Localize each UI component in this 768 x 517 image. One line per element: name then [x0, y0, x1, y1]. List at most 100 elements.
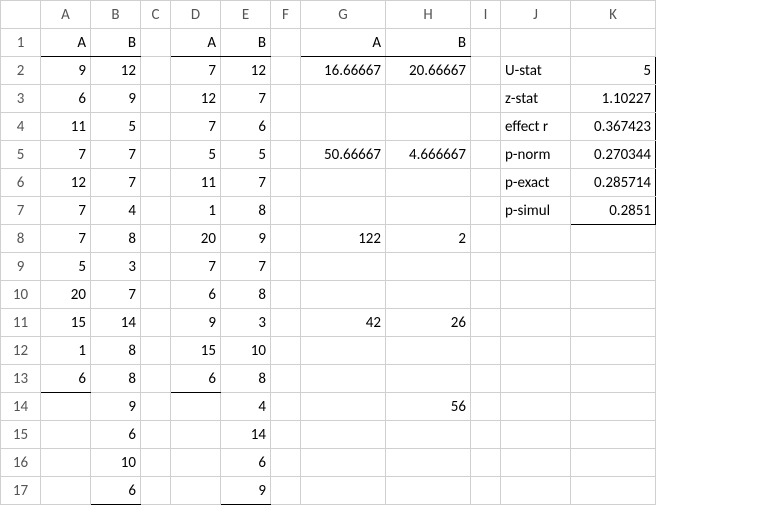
cell-A16[interactable]: [41, 449, 91, 477]
cell-J17[interactable]: [501, 477, 571, 505]
cell-C4[interactable]: [141, 113, 171, 141]
cell-F17[interactable]: [271, 477, 301, 505]
cell-E3[interactable]: 7: [221, 85, 271, 113]
cell-H13[interactable]: [386, 365, 471, 393]
cell-A8[interactable]: 7: [41, 225, 91, 253]
cell-E5[interactable]: 5: [221, 141, 271, 169]
cell-C16[interactable]: [141, 449, 171, 477]
cell-H10[interactable]: [386, 281, 471, 309]
cell-I13[interactable]: [471, 365, 501, 393]
row-header-17[interactable]: 17: [1, 477, 41, 505]
row-header-10[interactable]: 10: [1, 281, 41, 309]
cell-D14[interactable]: [171, 393, 221, 421]
cell-C13[interactable]: [141, 365, 171, 393]
cell-A10[interactable]: 20: [41, 281, 91, 309]
cell-B5[interactable]: 7: [91, 141, 141, 169]
row-header-4[interactable]: 4: [1, 113, 41, 141]
cell-D2[interactable]: 7: [171, 57, 221, 85]
row-header-15[interactable]: 15: [1, 421, 41, 449]
cell-B3[interactable]: 9: [91, 85, 141, 113]
cell-I6[interactable]: [471, 169, 501, 197]
cell-D10[interactable]: 6: [171, 281, 221, 309]
cell-B15[interactable]: 6: [91, 421, 141, 449]
col-header-B[interactable]: B: [91, 1, 141, 29]
cell-F10[interactable]: [271, 281, 301, 309]
row-header-6[interactable]: 6: [1, 169, 41, 197]
cell-K10[interactable]: [571, 281, 656, 309]
cell-K12[interactable]: [571, 337, 656, 365]
cell-G3[interactable]: [301, 85, 386, 113]
cell-D7[interactable]: 1: [171, 197, 221, 225]
cell-I12[interactable]: [471, 337, 501, 365]
cell-K16[interactable]: [571, 449, 656, 477]
cell-I2[interactable]: [471, 57, 501, 85]
cell-I9[interactable]: [471, 253, 501, 281]
cell-A13[interactable]: 6: [41, 365, 91, 393]
cell-I8[interactable]: [471, 225, 501, 253]
cell-I7[interactable]: [471, 197, 501, 225]
cell-F11[interactable]: [271, 309, 301, 337]
cell-F4[interactable]: [271, 113, 301, 141]
cell-F7[interactable]: [271, 197, 301, 225]
cell-E7[interactable]: 8: [221, 197, 271, 225]
cell-B12[interactable]: 8: [91, 337, 141, 365]
cell-D15[interactable]: [171, 421, 221, 449]
cell-A1[interactable]: A: [41, 29, 91, 57]
cell-B9[interactable]: 3: [91, 253, 141, 281]
cell-I16[interactable]: [471, 449, 501, 477]
cell-A7[interactable]: 7: [41, 197, 91, 225]
cell-A4[interactable]: 11: [41, 113, 91, 141]
cell-G5[interactable]: 50.66667: [301, 141, 386, 169]
cell-E6[interactable]: 7: [221, 169, 271, 197]
cell-E1[interactable]: B: [221, 29, 271, 57]
cell-D17[interactable]: [171, 477, 221, 505]
cell-B4[interactable]: 5: [91, 113, 141, 141]
cell-F6[interactable]: [271, 169, 301, 197]
row-header-9[interactable]: 9: [1, 253, 41, 281]
cell-C5[interactable]: [141, 141, 171, 169]
cell-J13[interactable]: [501, 365, 571, 393]
cell-E2[interactable]: 12: [221, 57, 271, 85]
cell-J2[interactable]: U-stat: [501, 57, 571, 85]
cell-A11[interactable]: 15: [41, 309, 91, 337]
cell-K13[interactable]: [571, 365, 656, 393]
cell-K11[interactable]: [571, 309, 656, 337]
cell-F5[interactable]: [271, 141, 301, 169]
cell-C9[interactable]: [141, 253, 171, 281]
cell-I17[interactable]: [471, 477, 501, 505]
cell-D12[interactable]: 15: [171, 337, 221, 365]
cell-G7[interactable]: [301, 197, 386, 225]
cell-G6[interactable]: [301, 169, 386, 197]
row-header-7[interactable]: 7: [1, 197, 41, 225]
cell-H12[interactable]: [386, 337, 471, 365]
col-header-K[interactable]: K: [571, 1, 656, 29]
cell-G11[interactable]: 42: [301, 309, 386, 337]
cell-C6[interactable]: [141, 169, 171, 197]
cell-J12[interactable]: [501, 337, 571, 365]
cell-F15[interactable]: [271, 421, 301, 449]
cell-K17[interactable]: [571, 477, 656, 505]
col-header-E[interactable]: E: [221, 1, 271, 29]
cell-D16[interactable]: [171, 449, 221, 477]
cell-H3[interactable]: [386, 85, 471, 113]
cell-G17[interactable]: [301, 477, 386, 505]
cell-B17[interactable]: 6: [91, 477, 141, 505]
cell-D6[interactable]: 11: [171, 169, 221, 197]
cell-H7[interactable]: [386, 197, 471, 225]
col-header-F[interactable]: F: [271, 1, 301, 29]
cell-G16[interactable]: [301, 449, 386, 477]
cell-D3[interactable]: 12: [171, 85, 221, 113]
cell-K9[interactable]: [571, 253, 656, 281]
cell-H9[interactable]: [386, 253, 471, 281]
cell-I10[interactable]: [471, 281, 501, 309]
row-header-14[interactable]: 14: [1, 393, 41, 421]
cell-C12[interactable]: [141, 337, 171, 365]
cell-A15[interactable]: [41, 421, 91, 449]
row-header-8[interactable]: 8: [1, 225, 41, 253]
col-header-H[interactable]: H: [386, 1, 471, 29]
cell-E10[interactable]: 8: [221, 281, 271, 309]
cell-B6[interactable]: 7: [91, 169, 141, 197]
cell-G2[interactable]: 16.66667: [301, 57, 386, 85]
cell-E4[interactable]: 6: [221, 113, 271, 141]
cell-C17[interactable]: [141, 477, 171, 505]
